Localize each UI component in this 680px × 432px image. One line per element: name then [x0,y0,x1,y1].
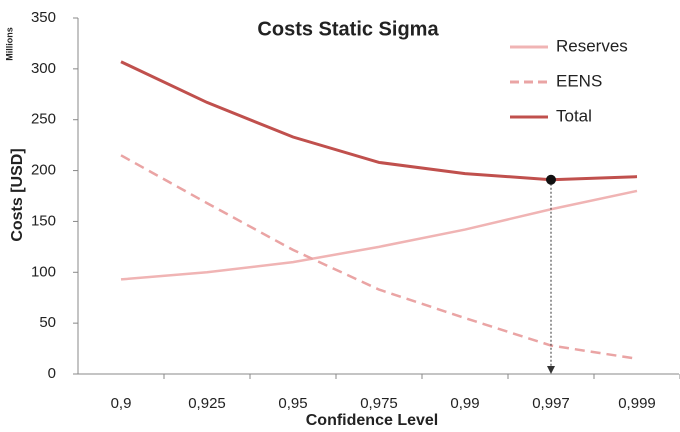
y-tick-label: 250 [31,111,56,128]
x-tick-label: 0,999 [618,395,656,412]
x-tick-label: 0,925 [188,395,226,412]
y-tick-label: 50 [39,314,56,331]
x-tick-label: 0,95 [278,395,307,412]
x-axis-label: Confidence Level [306,412,438,429]
drop-arrow [547,366,555,374]
y-tick-label: 350 [31,9,56,26]
legend-label: Reserves [556,36,628,55]
legend-label: Total [556,106,592,125]
x-tick-label: 0,9 [111,395,132,412]
y-axis-label: Costs [USD] [9,148,26,241]
series-line [120,154,638,360]
x-tick-label: 0,975 [360,395,398,412]
y-tick-label: 200 [31,162,56,179]
y-tick-label: 100 [31,263,56,280]
legend-label: EENS [556,71,602,90]
chart-title: Costs Static Sigma [257,18,439,40]
y-tick-label: 300 [31,60,56,77]
highlight-point [546,174,556,185]
series-line [120,189,638,281]
y-tick-label: 0 [48,365,56,382]
y-unit: Millions [4,27,14,61]
x-tick-label: 0,99 [450,395,479,412]
y-tick-label: 150 [31,212,56,229]
x-tick-label: 0,997 [532,395,570,412]
